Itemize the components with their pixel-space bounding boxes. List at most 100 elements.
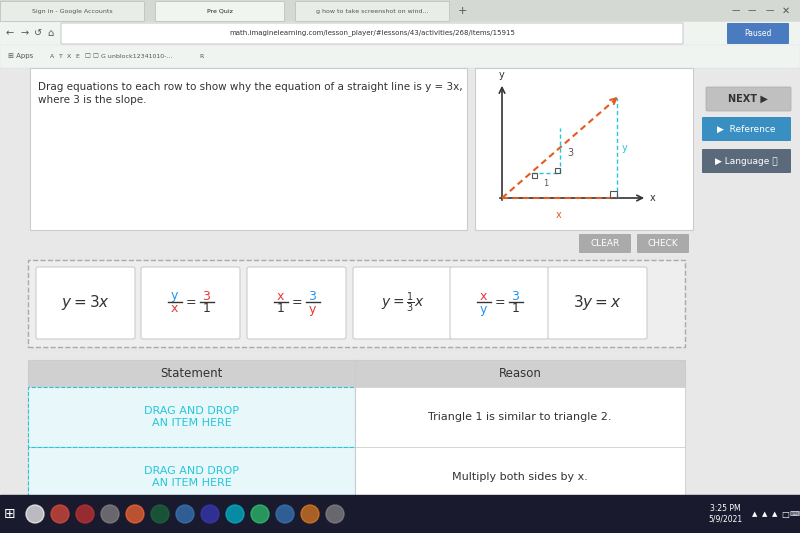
FancyBboxPatch shape xyxy=(353,267,452,339)
Text: 1: 1 xyxy=(277,303,285,316)
Text: x: x xyxy=(171,303,178,316)
Text: Drag equations to each row to show why the equation of a straight line is y = 3x: Drag equations to each row to show why t… xyxy=(38,82,462,92)
Bar xyxy=(0,68,800,495)
Bar xyxy=(28,447,355,507)
Text: ⌨: ⌨ xyxy=(790,511,800,517)
FancyBboxPatch shape xyxy=(155,2,285,21)
Text: ▶  Reference: ▶ Reference xyxy=(717,125,775,133)
Text: y: y xyxy=(480,303,487,316)
Text: 1: 1 xyxy=(202,303,210,316)
Text: ▲: ▲ xyxy=(762,511,768,517)
Text: □: □ xyxy=(781,510,789,519)
Bar xyxy=(532,173,537,178)
Text: y: y xyxy=(499,70,505,80)
Text: 1: 1 xyxy=(543,179,549,188)
FancyBboxPatch shape xyxy=(295,2,450,21)
Text: —: — xyxy=(748,6,756,15)
Text: G unblock12341010-...: G unblock12341010-... xyxy=(101,53,172,59)
Bar xyxy=(0,22,800,45)
Circle shape xyxy=(276,505,294,523)
Text: 3: 3 xyxy=(309,289,317,303)
Bar xyxy=(475,68,693,230)
Bar xyxy=(28,387,355,447)
Text: Paused: Paused xyxy=(744,28,772,37)
Circle shape xyxy=(301,505,319,523)
Text: A: A xyxy=(50,53,54,59)
Text: Pre Quiz: Pre Quiz xyxy=(207,9,233,13)
Text: x: x xyxy=(556,210,562,220)
Bar xyxy=(555,168,560,173)
Circle shape xyxy=(26,505,44,523)
Text: $y = 3x$: $y = 3x$ xyxy=(61,294,110,312)
Circle shape xyxy=(101,505,119,523)
Text: Multiply both sides by x.: Multiply both sides by x. xyxy=(452,472,588,482)
Text: E: E xyxy=(75,53,79,59)
Circle shape xyxy=(151,505,169,523)
Text: ▲: ▲ xyxy=(752,511,758,517)
Text: ↺: ↺ xyxy=(34,28,42,38)
Bar xyxy=(28,260,685,347)
Text: —: — xyxy=(732,6,740,15)
Text: 1: 1 xyxy=(511,303,519,316)
Text: +: + xyxy=(458,6,466,16)
Text: 3: 3 xyxy=(202,289,210,303)
FancyBboxPatch shape xyxy=(548,267,647,339)
Text: $y = \frac{1}{3}x$: $y = \frac{1}{3}x$ xyxy=(381,291,425,315)
Text: □: □ xyxy=(93,53,98,59)
Text: =: = xyxy=(185,296,196,310)
FancyBboxPatch shape xyxy=(637,234,689,253)
Circle shape xyxy=(76,505,94,523)
Text: where 3 is the slope.: where 3 is the slope. xyxy=(38,95,146,105)
Text: DRAG AND DROP
AN ITEM HERE: DRAG AND DROP AN ITEM HERE xyxy=(144,466,239,488)
Bar xyxy=(355,447,685,507)
FancyBboxPatch shape xyxy=(727,23,789,44)
FancyBboxPatch shape xyxy=(61,23,683,44)
Circle shape xyxy=(176,505,194,523)
FancyBboxPatch shape xyxy=(450,267,549,339)
Text: $3y = x$: $3y = x$ xyxy=(573,294,622,312)
Text: 3:25 PM
5/9/2021: 3:25 PM 5/9/2021 xyxy=(708,504,742,524)
Bar xyxy=(610,191,617,198)
Circle shape xyxy=(226,505,244,523)
Text: Statement: Statement xyxy=(160,367,222,380)
Text: ✕: ✕ xyxy=(782,6,790,16)
Text: ⌂: ⌂ xyxy=(47,28,53,38)
Text: NEXT ▶: NEXT ▶ xyxy=(728,94,768,104)
Circle shape xyxy=(126,505,144,523)
Text: X: X xyxy=(67,53,71,59)
FancyBboxPatch shape xyxy=(702,117,791,141)
Text: y: y xyxy=(622,143,628,153)
Text: y: y xyxy=(171,289,178,303)
Text: x: x xyxy=(480,289,487,303)
Text: =: = xyxy=(494,296,505,310)
Bar xyxy=(28,360,685,387)
Circle shape xyxy=(201,505,219,523)
Text: Sign in - Google Accounts: Sign in - Google Accounts xyxy=(32,9,113,13)
Text: ⊞: ⊞ xyxy=(4,507,16,521)
Bar xyxy=(0,45,800,68)
Text: ▲: ▲ xyxy=(772,511,778,517)
Text: math.imaginelearning.com/lesson_player/#lessons/43/activities/268/items/15915: math.imaginelearning.com/lesson_player/#… xyxy=(229,30,515,36)
Text: CHECK: CHECK xyxy=(648,238,678,247)
Text: =: = xyxy=(291,296,302,310)
Bar xyxy=(28,360,685,507)
Text: x: x xyxy=(650,193,656,203)
FancyBboxPatch shape xyxy=(247,267,346,339)
Text: CLEAR: CLEAR xyxy=(590,238,620,247)
Text: T: T xyxy=(58,53,62,59)
Text: Reason: Reason xyxy=(498,367,542,380)
FancyBboxPatch shape xyxy=(36,267,135,339)
Circle shape xyxy=(251,505,269,523)
Text: x: x xyxy=(277,289,284,303)
Text: →: → xyxy=(21,28,29,38)
Text: y: y xyxy=(309,303,316,316)
Text: 3: 3 xyxy=(567,148,573,158)
Circle shape xyxy=(326,505,344,523)
Text: 3: 3 xyxy=(511,289,519,303)
Text: ▶ Language ⓘ: ▶ Language ⓘ xyxy=(714,157,778,166)
Text: □: □ xyxy=(84,53,90,59)
Bar xyxy=(0,0,800,22)
Text: —: — xyxy=(766,6,774,15)
FancyBboxPatch shape xyxy=(579,234,631,253)
FancyBboxPatch shape xyxy=(702,149,791,173)
